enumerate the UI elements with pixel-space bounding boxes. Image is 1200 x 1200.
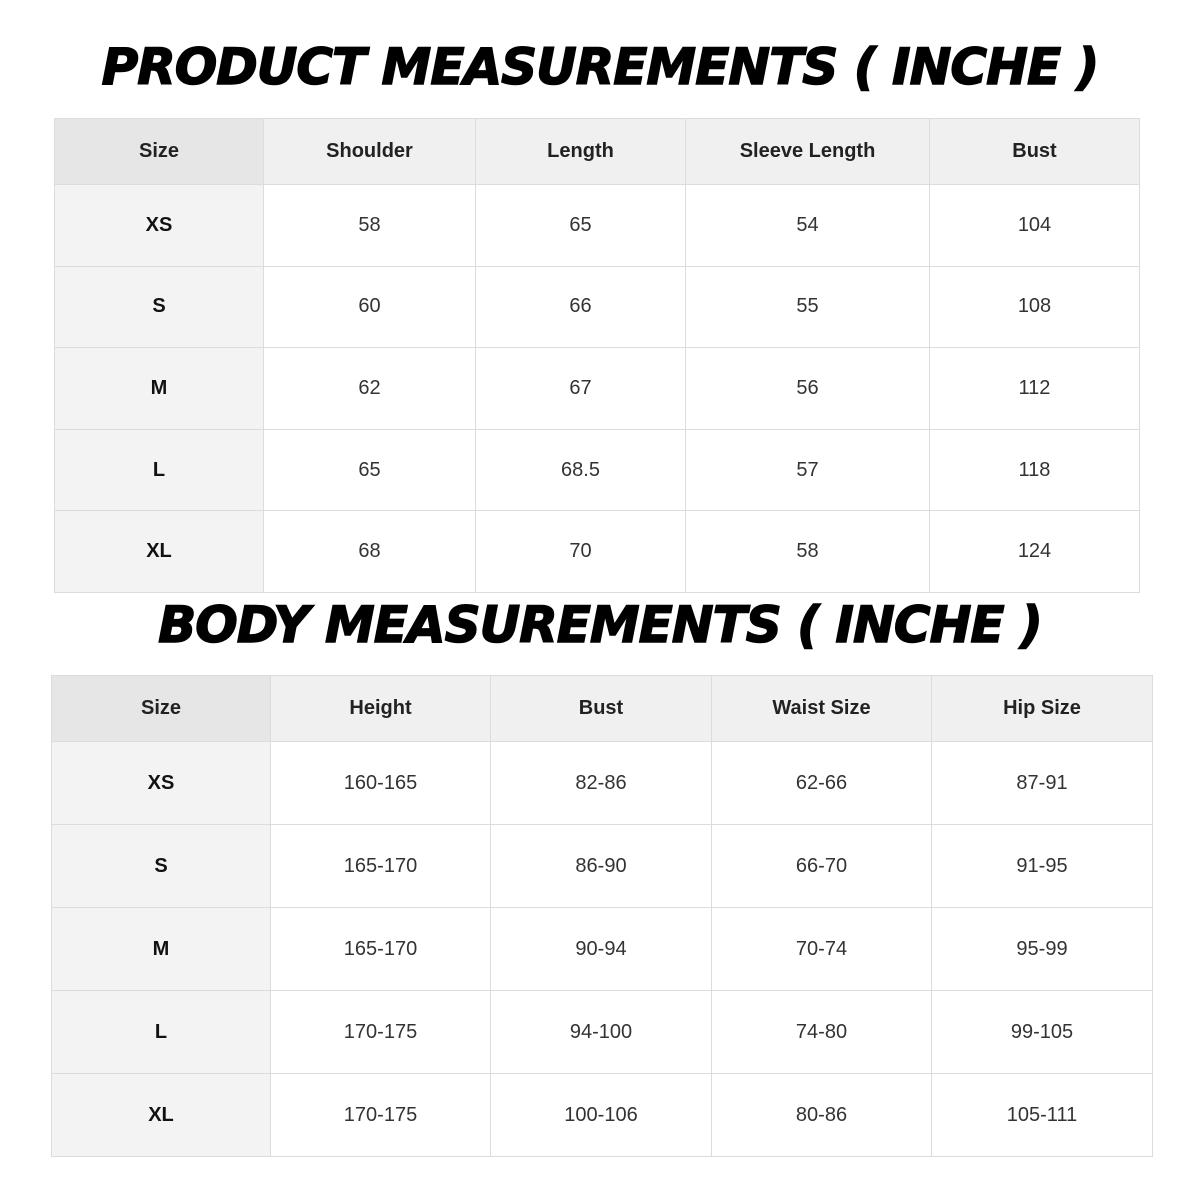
value-cell: 58: [686, 511, 930, 593]
value-cell: 124: [930, 511, 1140, 593]
size-cell: XS: [52, 742, 271, 825]
value-cell: 65: [476, 185, 686, 267]
size-cell: L: [55, 429, 264, 512]
value-cell: 160-165: [271, 742, 491, 825]
value-cell: 170-175: [271, 991, 491, 1074]
header-cell: Height: [271, 676, 491, 742]
header-cell: Bust: [491, 676, 712, 742]
header-cell: Length: [476, 119, 686, 185]
header-cell: Bust: [930, 119, 1140, 185]
value-cell: 82-86: [491, 742, 712, 825]
title: BODY MEASUREMENTS ( INCHE ): [157, 595, 1043, 655]
value-cell: 91-95: [932, 825, 1153, 908]
header-cell: Shoulder: [264, 119, 476, 185]
size-cell: M: [52, 908, 271, 991]
value-cell: 70: [476, 511, 686, 593]
value-cell: 90-94: [491, 908, 712, 991]
size-cell: S: [55, 266, 264, 349]
value-cell: 95-99: [932, 908, 1153, 991]
header-cell: Size: [52, 676, 271, 742]
value-cell: 62: [264, 348, 476, 430]
value-cell: 86-90: [491, 825, 712, 908]
value-cell: 58: [264, 185, 476, 267]
value-cell: 65: [264, 429, 476, 512]
value-cell: 105-111: [932, 1074, 1153, 1157]
title: PRODUCT MEASUREMENTS ( INCHE ): [101, 37, 1100, 97]
value-cell: 56: [686, 348, 930, 430]
value-cell: 54: [686, 185, 930, 267]
value-cell: 66-70: [712, 825, 932, 908]
value-cell: 94-100: [491, 991, 712, 1074]
size-cell: S: [52, 825, 271, 908]
value-cell: 66: [476, 266, 686, 349]
header-cell: Hip Size: [932, 676, 1153, 742]
value-cell: 74-80: [712, 991, 932, 1074]
value-cell: 99-105: [932, 991, 1153, 1074]
value-cell: 165-170: [271, 908, 491, 991]
size-cell: L: [52, 991, 271, 1074]
value-cell: 67: [476, 348, 686, 430]
header-cell: Size: [55, 119, 264, 185]
size-cell: XL: [52, 1074, 271, 1157]
size-cell: XS: [55, 185, 264, 267]
size-cell: M: [55, 348, 264, 430]
header-cell: Sleeve Length: [686, 119, 930, 185]
value-cell: 108: [930, 266, 1140, 349]
value-cell: 87-91: [932, 742, 1153, 825]
value-cell: 60: [264, 266, 476, 349]
value-cell: 112: [930, 348, 1140, 430]
value-cell: 165-170: [271, 825, 491, 908]
value-cell: 62-66: [712, 742, 932, 825]
value-cell: 68.5: [476, 429, 686, 512]
value-cell: 80-86: [712, 1074, 932, 1157]
value-cell: 118: [930, 429, 1140, 512]
value-cell: 55: [686, 266, 930, 349]
value-cell: 70-74: [712, 908, 932, 991]
value-cell: 57: [686, 429, 930, 512]
value-cell: 104: [930, 185, 1140, 267]
header-cell: Waist Size: [712, 676, 932, 742]
product-table: Size Shoulder Length Sleeve Length Bust XS 58 6…: [54, 118, 1140, 593]
value-cell: 170-175: [271, 1074, 491, 1157]
value-cell: 68: [264, 511, 476, 593]
body-table: Size Height Bust Waist Size Hip Size XS 160-16…: [51, 675, 1153, 1157]
size-cell: XL: [55, 511, 264, 593]
value-cell: 100-106: [491, 1074, 712, 1157]
